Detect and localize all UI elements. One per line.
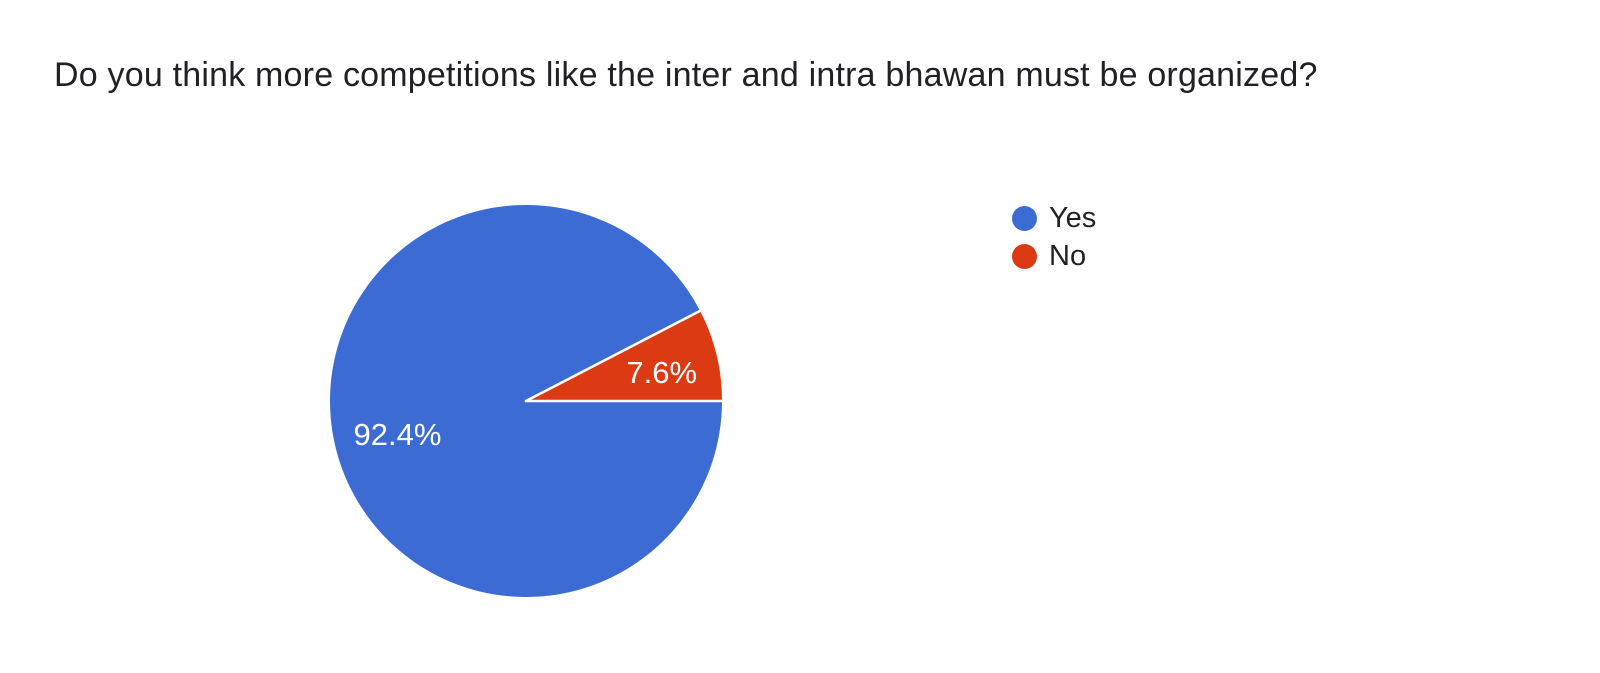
legend-swatch-yes-icon bbox=[1012, 206, 1037, 231]
slice-border bbox=[524, 309, 702, 403]
chart-legend: Yes No bbox=[1012, 202, 1097, 272]
pie-chart: 92.4% 7.6% bbox=[330, 204, 723, 597]
slice-label-no: 7.6% bbox=[626, 355, 697, 390]
question-title: Do you think more competitions like the … bbox=[54, 56, 1318, 94]
legend-label-yes: Yes bbox=[1049, 202, 1097, 234]
pie-slice-no[interactable] bbox=[526, 310, 722, 401]
slice-label-yes: 92.4% bbox=[354, 417, 442, 452]
legend-item-yes: Yes bbox=[1012, 202, 1097, 234]
legend-item-no: No bbox=[1012, 240, 1096, 272]
legend-swatch-no-icon bbox=[1012, 244, 1037, 269]
legend-label-no: No bbox=[1049, 240, 1087, 272]
